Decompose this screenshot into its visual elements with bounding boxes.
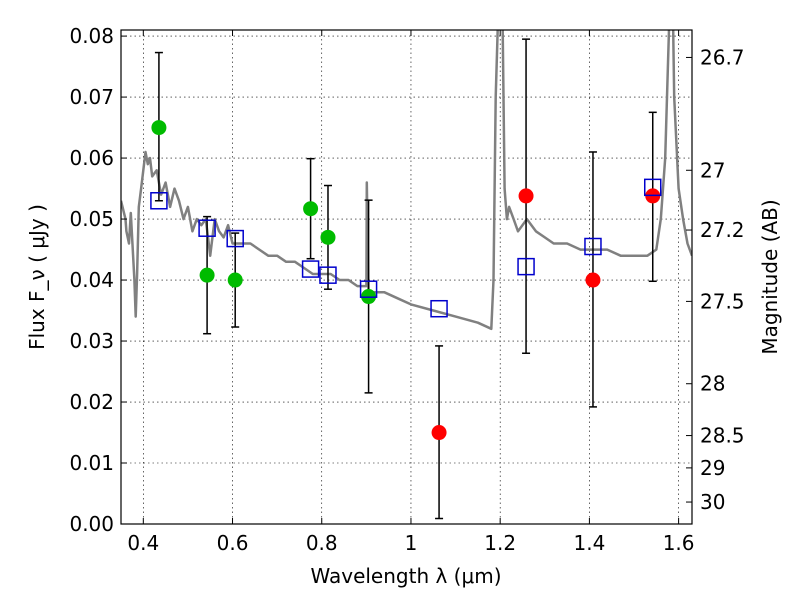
y-tick-label: 0.06 [69, 146, 114, 170]
y-tick-label: 0.07 [69, 85, 114, 109]
x-tick-label: 1.2 [484, 531, 516, 555]
data-point [585, 272, 601, 288]
y-tick-label: 0.04 [69, 268, 114, 292]
y2-tick-label: 27 [700, 158, 725, 182]
y2-tick-label: 28 [700, 372, 725, 396]
model-point [319, 266, 337, 284]
y2-tick-label: 27.5 [700, 289, 745, 313]
data-point [431, 425, 447, 441]
model-spectrum-line [121, 30, 692, 331]
x-tick-label: 1.4 [573, 531, 605, 555]
model-spectrum-layer [121, 30, 692, 331]
data-point [151, 120, 167, 136]
model-point [301, 260, 320, 278]
y-tick-label: 0.00 [69, 512, 114, 536]
x-tick-label: 0.4 [127, 531, 159, 555]
y-axis-ticks: 0.00 0.01 0.02 0.03 0.04 0.05 0.06 0.07 0.08 [69, 24, 127, 536]
model-point [226, 229, 244, 248]
x-axis-title: Wavelength λ (μm) [310, 564, 501, 588]
data-point [303, 201, 319, 217]
x-tick-label: 1 [405, 531, 418, 555]
y-tick-label: 0.02 [69, 390, 114, 414]
model-point [198, 219, 216, 237]
y2-tick-label: 28.5 [700, 424, 745, 448]
y-tick-label: 0.08 [69, 24, 114, 48]
model-point [643, 178, 662, 197]
y2-tick-label: 26.7 [700, 45, 745, 69]
y-tick-label: 0.01 [69, 451, 114, 475]
y2-tick-label: 29 [700, 456, 725, 480]
plot-frame [120, 29, 693, 525]
x-tick-label: 0.8 [306, 531, 338, 555]
model-point [150, 192, 168, 210]
y2-axis-title: Magnitude (AB) [758, 199, 782, 354]
data-point [227, 272, 243, 288]
y2-tick-label: 27.2 [700, 218, 745, 242]
x-axis-ticks: 0.4 0.6 0.8 1 1.2 1.4 1.6 [127, 30, 695, 555]
x-tick-label: 0.6 [217, 531, 249, 555]
y-tick-label: 0.03 [69, 329, 114, 353]
data-point [199, 267, 215, 283]
model-point [584, 237, 602, 256]
markers-layer [150, 120, 662, 441]
model-point [517, 257, 535, 276]
x-tick-label: 1.6 [663, 531, 695, 555]
y2-tick-label: 30 [700, 490, 725, 514]
model-point [430, 299, 448, 318]
y-tick-label: 0.05 [69, 207, 114, 231]
data-point [320, 229, 336, 245]
data-point [518, 188, 534, 204]
model-point [359, 280, 378, 298]
y-axis-title: Flux F_ν ( μJy ) [25, 204, 49, 350]
y2-axis-ticks: 26.7 27 27.2 27.5 28 28.5 29 30 [686, 45, 745, 514]
